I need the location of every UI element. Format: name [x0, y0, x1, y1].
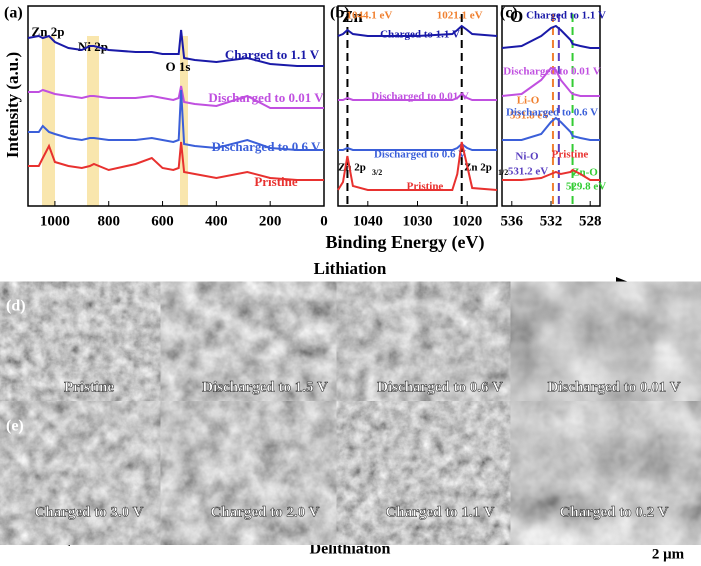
series-label: Charged to 1.1 V: [526, 10, 606, 22]
peak-label: Zn 2p: [338, 162, 366, 174]
series-label: Pristine: [407, 181, 444, 193]
peak-annotation: O 1s: [166, 59, 191, 74]
spectrum-line: [338, 142, 497, 151]
peak-label-sub: 1/2: [498, 168, 508, 177]
sem-caption: Charged to 2.0 V: [211, 504, 320, 520]
x-tick-label: 0: [320, 213, 328, 229]
series-label: Pristine: [254, 174, 298, 189]
sem-image: [528, 293, 700, 408]
spectrum-line: [337, 24, 498, 37]
marker-name: Li-O: [517, 95, 540, 107]
sem-image: [178, 293, 352, 408]
lithiation-label: Lithiation: [314, 259, 387, 278]
y-axis-title: Intensity (a.u.): [3, 52, 22, 158]
sem-caption: Charged to 3.0 V: [35, 504, 144, 520]
series-label: Charged to 1.1 V: [225, 47, 320, 62]
panel-label: (c): [500, 5, 518, 22]
sem-image: [2, 293, 176, 408]
series-label: Discharged to 0.6 V: [374, 149, 466, 161]
panel-label: (d): [6, 298, 26, 315]
spectrum-line: [501, 24, 600, 49]
x-tick-label: 1040: [353, 213, 383, 229]
panel-label: (b): [330, 5, 350, 22]
marker-label: 531.8 eV: [510, 110, 550, 122]
spectrum-line: [338, 92, 497, 101]
x-tick-label: 800: [97, 213, 120, 229]
series-label: Discharged to 0.01 V: [208, 90, 324, 105]
spectrum-line: [337, 141, 498, 191]
highlight-band: [87, 36, 99, 206]
peak-label: Zn 2p: [464, 162, 492, 174]
sem-image: [354, 293, 526, 408]
spectrum-line: [28, 141, 324, 181]
spectrum-line: [27, 29, 324, 67]
series-label: Discharged to 0.01 V: [503, 66, 601, 78]
x-tick-label: 528: [579, 213, 602, 229]
x-tick-label: 1030: [403, 213, 433, 229]
sem-caption: Pristine: [64, 379, 114, 395]
x-tick-label: 532: [540, 213, 563, 229]
scale-bar-label: 2 μm: [652, 546, 685, 562]
marker-label: 1044.1 eV: [347, 10, 393, 22]
delithiation-label: Delithiation: [310, 541, 391, 558]
series-label: Discharged to 0.6 V: [506, 107, 598, 119]
x-tick-label: 1000: [40, 213, 70, 229]
marker-label: 1021.1 eV: [437, 10, 483, 22]
spectrum-line: [28, 89, 324, 151]
x-tick-label: 200: [259, 213, 282, 229]
highlight-band: [42, 36, 55, 206]
x-tick-label: 1020: [452, 213, 482, 229]
sem-image: [178, 413, 352, 533]
spectrum-line: [501, 66, 600, 97]
series-label: Discharged to 0.6 V: [212, 139, 321, 154]
sem-caption: Discharged to 0.6 V: [377, 379, 503, 395]
sem-caption: Discharged to 0.01 V: [547, 379, 680, 395]
peak-annotation: Zn 2p: [32, 24, 65, 39]
x-tick-label: 600: [151, 213, 174, 229]
spectrum-line: [28, 85, 324, 109]
series-label: Discharged to 0.01 V: [371, 91, 469, 103]
panel-label: (e): [6, 418, 24, 435]
marker-label: 531.2 eV: [508, 166, 548, 178]
peak-label-sub: 3/2: [372, 168, 382, 177]
series-label: Charged to 1.1 V: [380, 29, 460, 41]
highlight-band: [180, 36, 188, 206]
sem-image: [2, 413, 176, 533]
marker-name: Ni-O: [515, 151, 539, 163]
marker-name: Zn-O: [572, 167, 598, 179]
sem-image: [528, 413, 700, 533]
sem-caption: Discharged to 1.5 V: [202, 379, 328, 395]
marker-label: 529.8 eV: [566, 181, 606, 193]
panel-label: (a): [4, 5, 23, 22]
x-axis-title: Binding Energy (eV): [325, 232, 484, 253]
plot-frame: [27, 5, 325, 207]
sem-caption: Charged to 0.2 V: [560, 504, 669, 520]
x-tick-label: 536: [501, 213, 524, 229]
panel-title: O: [510, 7, 523, 26]
spectrum-line: [502, 168, 600, 181]
sem-image: [354, 413, 526, 533]
x-tick-label: 400: [205, 213, 228, 229]
series-label: Pristine: [552, 149, 589, 161]
sem-caption: Charged to 1.1 V: [386, 504, 495, 520]
spectrum-line: [502, 116, 600, 141]
